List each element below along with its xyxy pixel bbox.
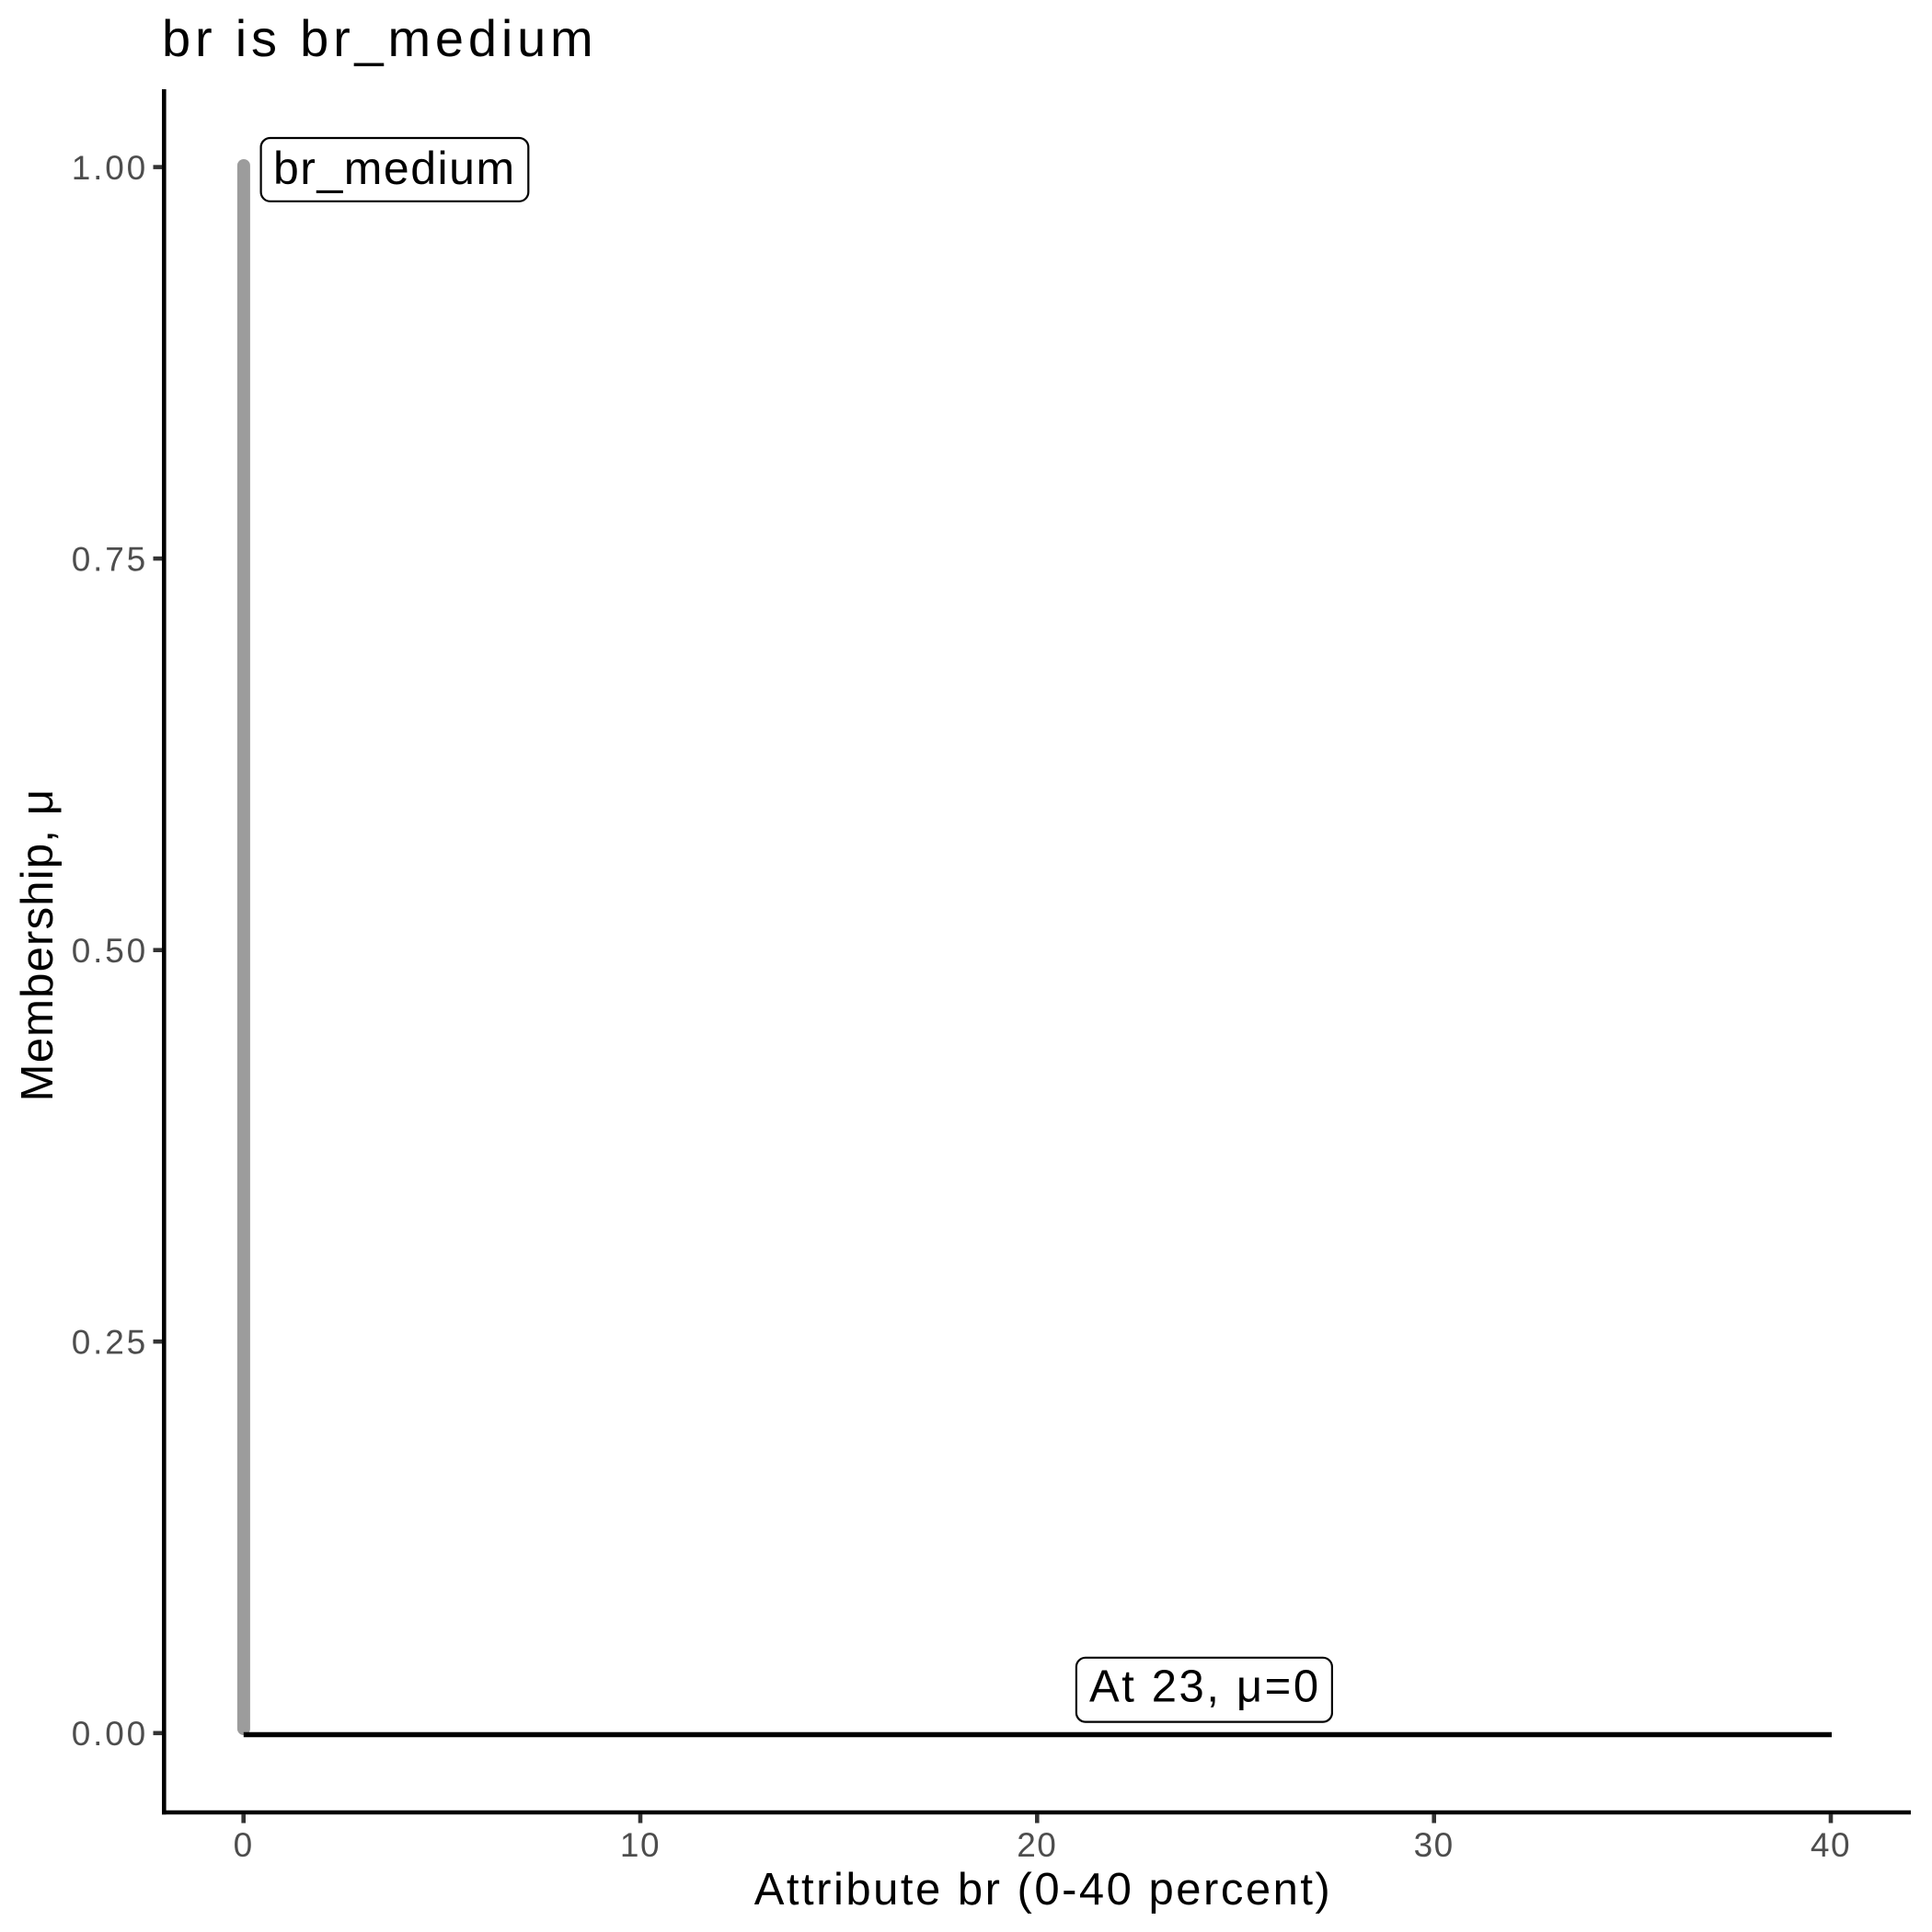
- svg-text:0: 0: [234, 1826, 254, 1864]
- svg-text:0.00: 0.00: [72, 1715, 148, 1753]
- svg-text:Membership, μ: Membership, μ: [13, 788, 63, 1102]
- svg-text:20: 20: [1017, 1826, 1057, 1864]
- svg-text:br_medium: br_medium: [273, 143, 516, 194]
- svg-text:0.75: 0.75: [72, 541, 148, 579]
- svg-text:br is br_medium: br is br_medium: [162, 9, 597, 67]
- svg-text:40: 40: [1811, 1826, 1851, 1864]
- svg-text:Attribute br (0-40 percent): Attribute br (0-40 percent): [754, 1865, 1333, 1915]
- svg-text:10: 10: [620, 1826, 661, 1864]
- svg-text:1.00: 1.00: [72, 149, 148, 187]
- svg-text:30: 30: [1414, 1826, 1455, 1864]
- svg-text:0.50: 0.50: [72, 932, 148, 970]
- svg-text:0.25: 0.25: [72, 1324, 148, 1362]
- svg-text:At 23, μ=0: At 23, μ=0: [1089, 1662, 1321, 1712]
